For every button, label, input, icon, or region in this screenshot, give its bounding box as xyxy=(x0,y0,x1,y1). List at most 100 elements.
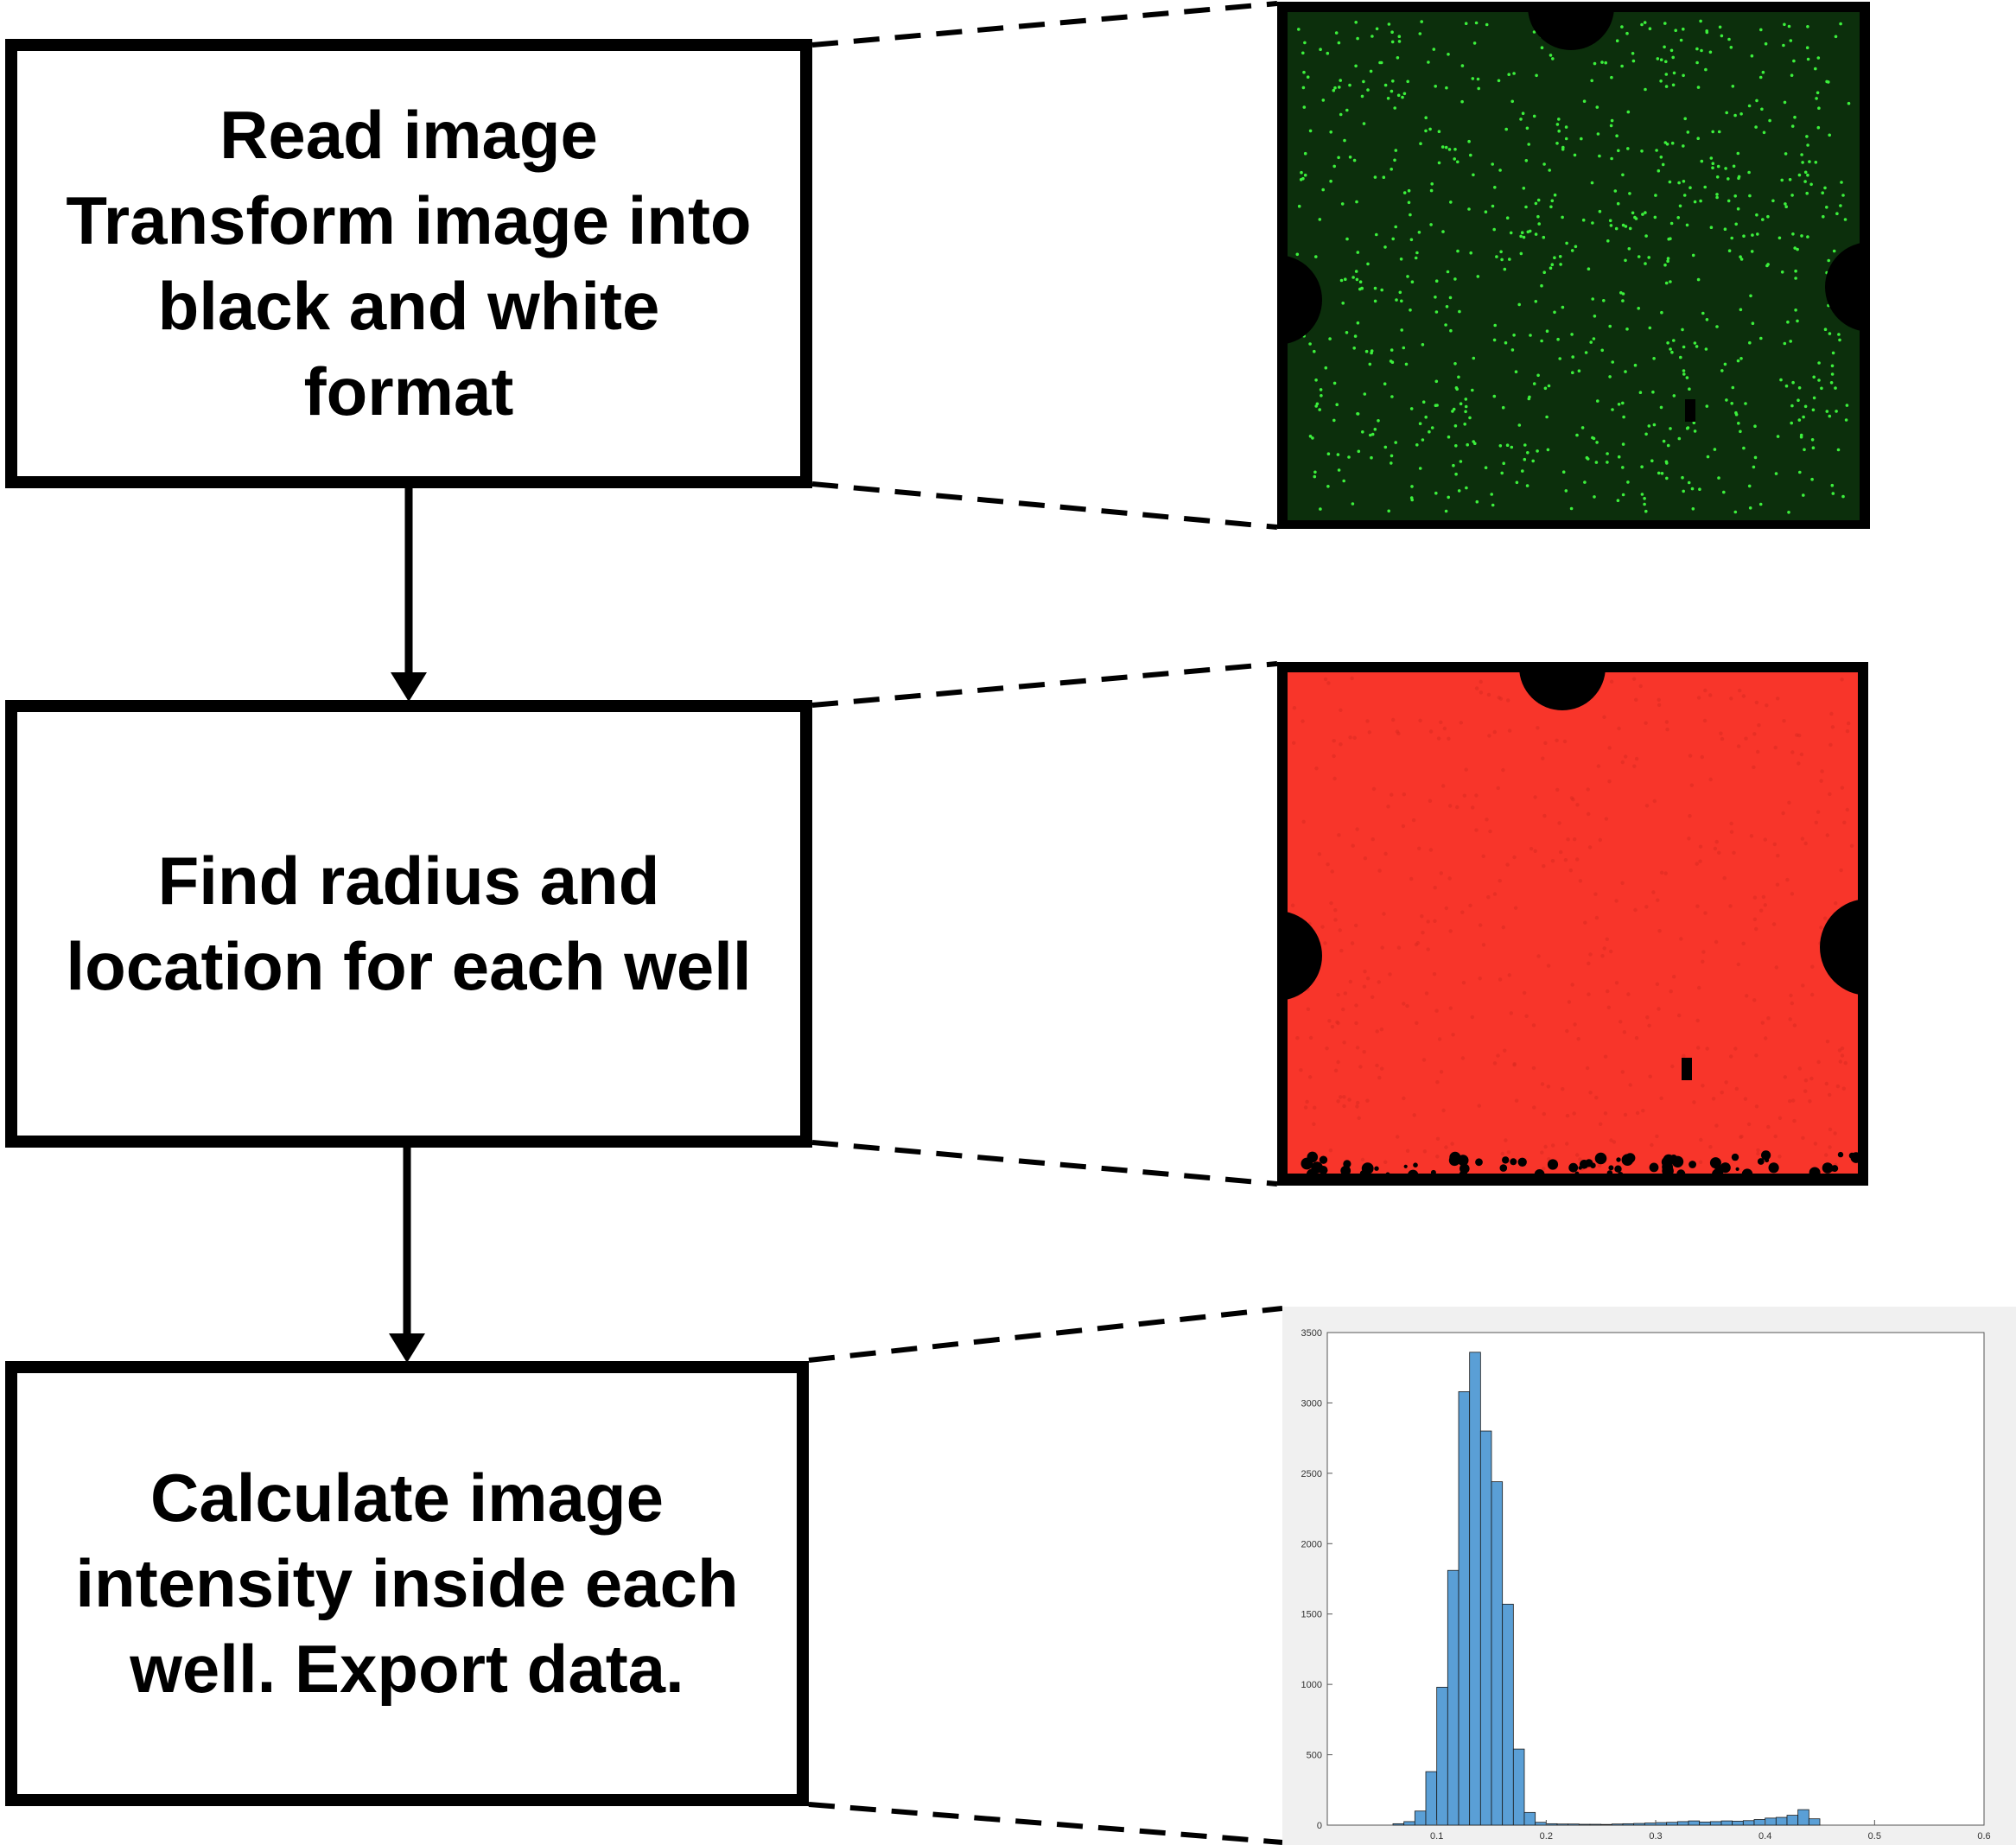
mask-well-dot xyxy=(1788,1099,1792,1104)
fluorescent-well-dot xyxy=(1556,337,1560,341)
mask-well-dot xyxy=(1444,906,1448,911)
fluorescent-well-dot xyxy=(1357,449,1361,454)
mask-well-dot xyxy=(1657,703,1662,707)
mask-well-dot xyxy=(1308,1035,1313,1040)
fluorescent-well-dot xyxy=(1390,168,1393,171)
y-tick-label: 1000 xyxy=(1301,1680,1322,1690)
mask-well-dot xyxy=(1825,1040,1830,1044)
fluorescent-well-dot xyxy=(1676,216,1680,219)
fluorescent-well-dot xyxy=(1459,460,1463,463)
fluorescent-well-dot xyxy=(1318,218,1322,221)
fluorescent-well-dot xyxy=(1732,164,1736,169)
fluorescent-well-dot xyxy=(1609,124,1613,128)
mask-well-dot xyxy=(1593,892,1598,896)
mask-well-dot xyxy=(1824,1081,1828,1086)
mask-well-dot xyxy=(1774,965,1778,970)
histogram-bar xyxy=(1425,1771,1438,1826)
mask-well-dot xyxy=(1405,1003,1409,1008)
fluorescent-well-dot xyxy=(1845,404,1849,407)
fluorescent-well-dot xyxy=(1591,297,1594,301)
fluorescent-well-dot xyxy=(1841,194,1845,197)
fluorescent-well-dot xyxy=(1522,187,1526,190)
mask-well-dot xyxy=(1619,1020,1623,1024)
well-mask-image xyxy=(1277,662,1868,1180)
mask-well-dot xyxy=(1732,850,1736,855)
fluorescent-well-dot xyxy=(1653,215,1657,219)
mask-well-dot xyxy=(1355,1046,1360,1050)
fluorescent-well-dot xyxy=(1717,130,1721,134)
fluorescent-well-dot xyxy=(1626,147,1630,150)
mask-well-dot xyxy=(1612,1140,1617,1144)
fluorescent-well-dot xyxy=(1644,234,1648,238)
y-tick-label: 0 xyxy=(1317,1821,1322,1831)
fluorescent-well-dot xyxy=(1491,204,1495,208)
mask-well-dot xyxy=(1459,721,1463,725)
fluorescent-well-dot xyxy=(1811,446,1816,449)
fluorescent-well-dot xyxy=(1787,24,1791,29)
mask-well-dot xyxy=(1655,982,1660,986)
fluorescent-well-dot xyxy=(1378,60,1382,65)
fluorescent-well-dot xyxy=(1383,382,1387,386)
fluorescent-well-dot xyxy=(1561,215,1564,219)
mask-well-dot xyxy=(1787,800,1791,805)
fluorescent-well-dot xyxy=(1736,151,1740,156)
mask-well-dot xyxy=(1377,868,1382,873)
fluorescent-well-dot xyxy=(1418,422,1422,426)
fluorescent-well-dot xyxy=(1435,404,1439,407)
fluorescent-well-dot xyxy=(1362,80,1365,84)
mask-well-dot xyxy=(1303,1105,1308,1110)
fluorescent-well-dot xyxy=(1549,205,1553,209)
mask-well-dot xyxy=(1837,1048,1842,1053)
histogram-bar xyxy=(1753,1819,1766,1826)
mask-well-dot xyxy=(1803,1089,1808,1093)
mask-well-dot xyxy=(1752,998,1757,1002)
mask-well-dot xyxy=(1840,1053,1845,1058)
fluorescent-well-dot xyxy=(1390,360,1395,365)
fluorescent-well-dot xyxy=(1753,424,1757,429)
histogram-bar xyxy=(1479,1430,1492,1826)
mask-well-dot xyxy=(1370,995,1375,999)
fluorescent-well-dot xyxy=(1837,333,1841,336)
fluorescent-well-dot xyxy=(1510,445,1514,449)
fluorescent-well-dot xyxy=(1559,263,1562,266)
fluorescent-well-dot xyxy=(1366,262,1370,266)
fluorescent-well-dot xyxy=(1657,169,1661,173)
mask-well-dot xyxy=(1301,819,1306,824)
fluorescent-well-dot xyxy=(1739,429,1742,434)
fluorescent-well-dot xyxy=(1805,46,1809,49)
fluorescent-well-dot xyxy=(1542,235,1546,239)
mask-well-dot xyxy=(1588,952,1593,957)
fluorescent-well-dot xyxy=(1564,137,1568,141)
mask-well-dot xyxy=(1339,1095,1343,1099)
fluorescent-well-dot xyxy=(1803,180,1807,183)
mask-well-dot xyxy=(1562,739,1568,744)
mask-well-dot xyxy=(1412,1113,1416,1117)
mask-well-dot xyxy=(1367,730,1371,735)
mask-well-dot xyxy=(1635,1110,1640,1116)
mask-well-dot xyxy=(1624,754,1628,759)
fluorescent-well-dot xyxy=(1434,279,1439,283)
fluorescent-well-dot xyxy=(1637,307,1640,310)
fluorescent-well-dot xyxy=(1557,118,1561,121)
fluorescent-well-dot xyxy=(1356,36,1359,41)
histogram-bars xyxy=(1392,1352,1821,1826)
mask-well-dot xyxy=(1420,914,1424,919)
fluorescent-well-dot xyxy=(1814,161,1818,164)
fluorescent-well-dot xyxy=(1407,200,1411,205)
fluorescent-well-dot xyxy=(1466,442,1469,447)
mask-edge-gap xyxy=(1621,1154,1634,1166)
fluorescent-well-dot xyxy=(1468,416,1472,420)
fluorescent-well-dot xyxy=(1778,236,1782,240)
fluorescent-well-dot xyxy=(1363,392,1367,396)
fluorescent-well-dot xyxy=(1410,485,1414,488)
mask-well-dot xyxy=(1447,876,1452,881)
mask-well-dot xyxy=(1761,894,1766,900)
fluorescent-well-dot xyxy=(1783,22,1786,27)
fluorescent-well-dot xyxy=(1313,474,1317,479)
fluorescent-well-dot xyxy=(1345,331,1349,334)
fluorescent-well-dot xyxy=(1471,388,1474,392)
fluorescent-well-dot xyxy=(1755,213,1758,217)
mask-well-dot xyxy=(1799,752,1804,757)
fluorescent-well-dot xyxy=(1404,362,1409,366)
fluorescent-well-dot xyxy=(1626,110,1631,114)
